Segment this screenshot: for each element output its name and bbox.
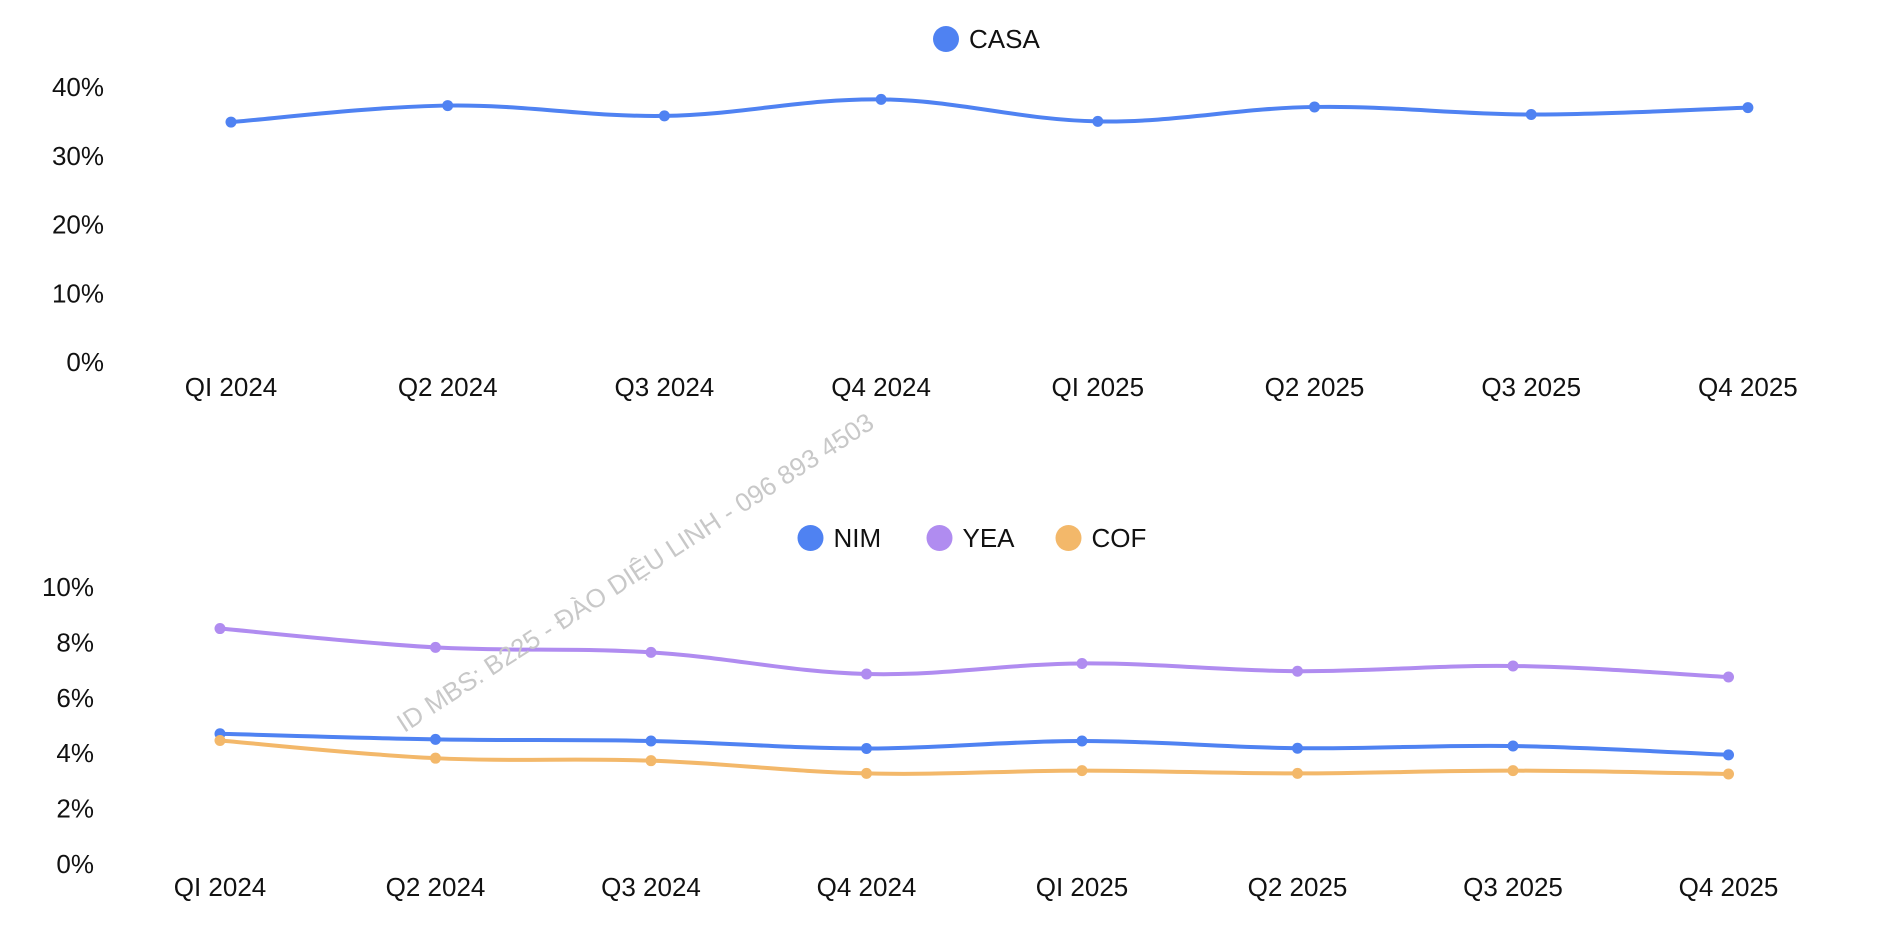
legend-item-cof[interactable]: COF: [1055, 523, 1147, 553]
margin-x-tick-label: QI 2024: [174, 872, 267, 902]
casa-x-tick-label: Q4 2025: [1698, 372, 1798, 402]
data-point-yea[interactable]: [1507, 660, 1519, 672]
casa-y-tick-label: 20%: [52, 210, 104, 240]
casa-x-tick-label: Q2 2025: [1265, 372, 1365, 402]
data-point-cof[interactable]: [1292, 767, 1303, 779]
casa-x-tick-label: Q3 2025: [1481, 372, 1581, 402]
series-line-yea: [218, 626, 1731, 680]
margin-y-tick-label: 8%: [56, 627, 94, 657]
casa-y-tick-label: 30%: [52, 141, 104, 171]
casa-x-tick-label: QI 2024: [185, 372, 278, 402]
legend-label-cof: COF: [1092, 523, 1147, 553]
data-point-yea[interactable]: [430, 641, 441, 653]
margin-x-tick-label: Q3 2025: [1463, 872, 1563, 902]
series-line-cof: [218, 738, 1731, 776]
data-point-nim[interactable]: [1292, 742, 1303, 754]
data-point-casa[interactable]: [1742, 102, 1754, 114]
legend-label-casa: CASA: [969, 24, 1040, 54]
legend-marker-cof: [1055, 525, 1082, 551]
data-point-casa[interactable]: [875, 93, 887, 105]
data-point-casa[interactable]: [658, 110, 670, 122]
legend-marker-casa: [933, 26, 959, 52]
legend-label-yea: YEA: [963, 523, 1016, 553]
legend-marker-nim: [797, 525, 824, 551]
data-point-yea[interactable]: [1292, 665, 1303, 677]
casa-x-tick-label: Q2 2024: [398, 372, 498, 402]
legend-item-casa[interactable]: CASA: [933, 24, 1040, 54]
data-point-nim[interactable]: [430, 733, 441, 745]
data-point-yea[interactable]: [1076, 657, 1088, 669]
data-point-casa[interactable]: [1525, 109, 1537, 120]
margin-x-tick-label: Q4 2024: [817, 872, 917, 902]
margin-y-tick-label: 0%: [56, 849, 94, 879]
casa-x-tick-label: QI 2025: [1052, 372, 1145, 402]
margin-x-tick-label: Q4 2025: [1679, 872, 1779, 902]
data-point-cof[interactable]: [430, 752, 441, 764]
casa-x-tick-label: Q4 2024: [831, 372, 931, 402]
data-point-cof[interactable]: [645, 755, 657, 767]
data-point-nim[interactable]: [1507, 740, 1519, 752]
casa-y-tick-label: 10%: [52, 278, 104, 308]
data-point-casa[interactable]: [442, 100, 454, 112]
casa-chart: 0% 10% 20% 30% 40% QI 2024 Q2 2024 Q3 2024 Q4 20…: [52, 24, 1798, 402]
data-point-casa[interactable]: [225, 116, 237, 128]
data-point-cof[interactable]: [861, 767, 872, 779]
margin-y-tick-label: 6%: [56, 683, 94, 713]
casa-x-tick-label: Q3 2024: [615, 372, 715, 402]
casa-y-tick-label: 0%: [66, 347, 104, 377]
margin-y-tick-label: 4%: [56, 738, 94, 768]
data-point-nim[interactable]: [645, 735, 657, 747]
data-point-yea[interactable]: [645, 646, 657, 658]
data-point-yea[interactable]: [1723, 671, 1734, 683]
margin-chart: 0% 2% 4% 6% 8% 10% QI 2024 Q2 2024 Q3 2024 Q4 202…: [42, 523, 1778, 902]
data-point-cof[interactable]: [214, 734, 226, 746]
data-point-yea[interactable]: [214, 623, 226, 635]
casa-y-tick-label: 40%: [52, 72, 104, 102]
data-point-nim[interactable]: [1723, 749, 1734, 761]
watermark-text: ID MBS: B225 - ĐÀO DIỆU LINH - 096 893 4…: [391, 407, 879, 738]
margin-y-tick-label: 10%: [42, 572, 94, 602]
margin-x-tick-label: Q2 2025: [1248, 872, 1348, 902]
series-line-casa: [229, 97, 1750, 125]
legend-item-nim[interactable]: NIM: [797, 523, 882, 553]
margin-x-tick-label: QI 2025: [1036, 872, 1129, 902]
data-point-cof[interactable]: [1076, 765, 1088, 777]
data-point-casa[interactable]: [1092, 115, 1104, 127]
data-point-cof[interactable]: [1507, 765, 1519, 777]
data-point-nim[interactable]: [861, 742, 872, 754]
legend-marker-yea: [926, 525, 953, 551]
margin-y-tick-label: 2%: [56, 794, 94, 824]
data-point-nim[interactable]: [1076, 735, 1088, 747]
data-point-casa[interactable]: [1309, 101, 1320, 113]
data-point-cof[interactable]: [1723, 768, 1734, 780]
margin-x-tick-label: Q2 2024: [386, 872, 486, 902]
legend-label-nim: NIM: [834, 523, 882, 553]
margin-x-tick-label: Q3 2024: [601, 872, 701, 902]
data-point-yea[interactable]: [861, 668, 872, 680]
legend-item-yea[interactable]: YEA: [926, 523, 1016, 553]
series-line-nim: [218, 731, 1731, 757]
